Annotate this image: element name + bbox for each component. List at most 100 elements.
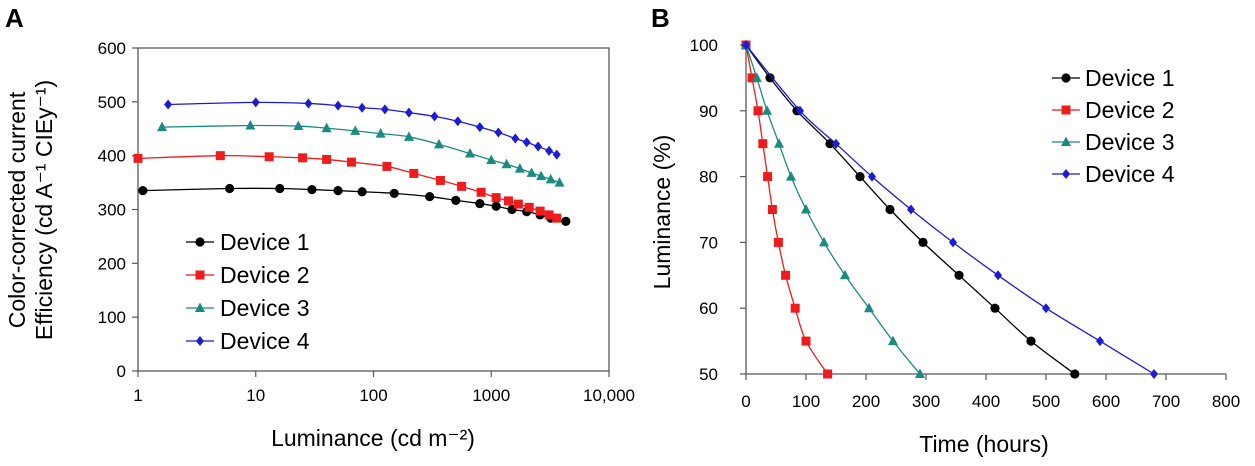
panel-b-legend-marker	[1061, 105, 1071, 115]
panel-b-point-device-2	[753, 106, 763, 116]
panel-b-point-device-3	[786, 171, 796, 181]
panel-a-legend-label: Device 4	[220, 328, 310, 354]
panel-b-legend-label: Device 1	[1085, 65, 1174, 91]
panel-b-series-device-4	[742, 40, 1158, 379]
panel-a-point-device-3	[321, 122, 332, 133]
panel-b-x-axis-title: Time (hours)	[919, 431, 1049, 457]
panel-b-legend-marker	[1061, 73, 1071, 83]
panel-b-x-tick-label: 100	[792, 392, 820, 411]
panel-a-point-device-1	[138, 186, 148, 196]
panel-b-point-device-1	[918, 237, 928, 247]
panel-a-legend-item-device-2: Device 2	[186, 262, 309, 288]
panel-a-point-device-2	[133, 153, 143, 163]
panel-a-x-tick-label: 10,000	[583, 386, 635, 405]
panel-a-x-tick-label: 10	[246, 386, 265, 405]
panel-a-point-device-1	[357, 187, 367, 197]
panel-a-point-device-1	[561, 216, 571, 226]
panel-a-point-device-4	[251, 97, 260, 108]
panel-a-point-device-4	[511, 133, 520, 144]
panel-b-legend-label: Device 3	[1085, 129, 1174, 155]
panel-a-point-device-2	[215, 151, 225, 161]
panel-a-legend-label: Device 3	[220, 295, 309, 321]
panel-a-x-tick-label: 100	[359, 386, 387, 405]
panel-b-point-device-3	[801, 204, 811, 214]
panel-b-point-device-2	[747, 73, 757, 83]
panel-a-point-device-4	[304, 98, 313, 109]
panel-a-point-device-2	[544, 210, 554, 220]
panel-b-legend-marker	[1061, 136, 1071, 146]
panel-a-point-device-2	[503, 196, 513, 206]
panel-a-legend-item-device-3: Device 3	[186, 295, 309, 321]
panel-b-point-device-2	[763, 172, 773, 182]
panel-b-line-device-2	[745, 44, 829, 375]
panel-a-y-tick-label: 400	[98, 147, 126, 166]
panel-b-x-tick-label: 500	[1032, 392, 1060, 411]
panel-b-point-device-1	[954, 270, 964, 280]
panel-b-point-device-4	[1042, 303, 1050, 314]
panel-b-point-device-1	[855, 172, 865, 182]
panel-b-x-tick-label: 600	[1092, 392, 1120, 411]
panel-b-legend-marker	[1062, 169, 1070, 179]
panel-a-point-device-4	[164, 99, 173, 110]
panel-a-y-tick-label: 0	[117, 362, 126, 381]
panel-a-point-device-3	[536, 170, 547, 181]
panel-a-point-device-3	[545, 173, 556, 184]
panel-a: A 0 100 200 300 400 500 600 1 10 100 1000 10,000 Lu…	[4, 3, 635, 451]
panel-b-series	[741, 39, 1158, 379]
panel-b-legend-item-device-2: Device 2	[1052, 97, 1174, 123]
panel-a-y-axis-title-line1: Color-corrected current	[4, 91, 30, 328]
panel-a-point-device-2	[524, 202, 534, 212]
panel-b-point-device-2	[790, 303, 800, 313]
panel-b-y-tick-label: 100	[690, 36, 718, 55]
panel-a-y-tick-label: 500	[98, 93, 126, 112]
panel-a-point-device-1	[307, 184, 317, 195]
panel-b-point-device-3	[888, 335, 898, 346]
panel-b-point-device-3	[751, 72, 762, 82]
panel-a-point-device-2	[535, 206, 545, 216]
panel-a-legend-marker	[195, 270, 205, 280]
panel-a-legend-marker	[195, 302, 205, 312]
panel-a-y-tick-label: 300	[98, 201, 126, 220]
panel-a-point-device-2	[346, 157, 356, 167]
panel-a-point-device-4	[534, 141, 543, 152]
panel-a-point-device-3	[465, 148, 476, 158]
panel-a-point-device-4	[358, 102, 367, 113]
panel-a-x-tick-label: 1	[133, 386, 142, 405]
panel-b-series-device-2	[741, 40, 833, 379]
panel-a-point-device-3	[350, 125, 361, 135]
panel-b-point-device-4	[994, 270, 1002, 281]
panel-a-point-device-4	[453, 116, 462, 127]
panel-a-y-tick-label: 600	[98, 39, 126, 58]
panel-a-legend-item-device-1: Device 1	[186, 229, 309, 255]
panel-a-point-device-4	[475, 122, 484, 133]
panel-a-x-tick-label: 1000	[472, 386, 510, 405]
panel-b-y-tick-label: 50	[699, 365, 718, 384]
panel-a-point-device-1	[225, 183, 235, 194]
panel-b-point-device-1	[765, 73, 775, 83]
panel-b-point-device-1	[1070, 369, 1080, 379]
panel-a-legend-marker	[196, 336, 204, 346]
panel-a-legend-label: Device 1	[220, 229, 309, 255]
panel-b-legend-label: Device 2	[1085, 97, 1174, 123]
panel-b-point-device-3	[774, 138, 784, 148]
panel-b-legend-item-device-4: Device 4	[1052, 161, 1175, 187]
panel-a-point-device-2	[457, 181, 467, 191]
panel-a-point-device-4	[522, 137, 531, 148]
panel-a-label: A	[5, 3, 24, 33]
panel-a-point-device-1	[389, 188, 399, 198]
panel-a-point-device-2	[513, 199, 523, 209]
panel-a-point-device-1	[425, 191, 435, 202]
panel-b-point-device-3	[840, 269, 850, 280]
panel-a-point-device-3	[501, 158, 512, 169]
panel-a-legend-label: Device 2	[220, 262, 309, 288]
panel-a-point-device-3	[375, 128, 386, 138]
panel-a-point-device-3	[293, 120, 304, 131]
panel-a-series	[133, 97, 571, 226]
panel-a-line-device-1	[142, 187, 566, 222]
panel-b-point-device-2	[781, 270, 791, 280]
panel-a-point-device-2	[552, 213, 562, 223]
panel-a-line-device-4	[168, 101, 558, 156]
panel-b-point-device-2	[767, 205, 777, 214]
panel-b-point-device-3	[915, 368, 925, 378]
